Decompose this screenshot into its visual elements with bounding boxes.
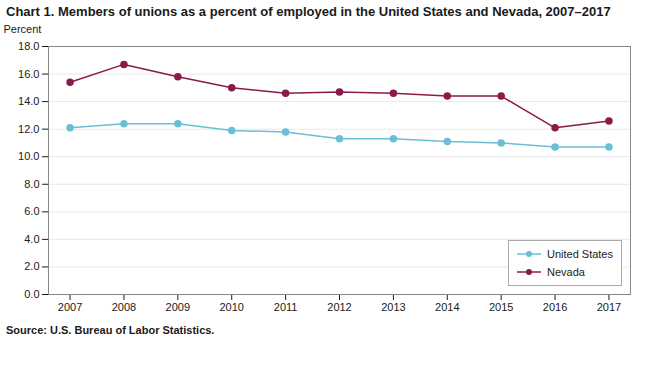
svg-text:6.0: 6.0 (24, 205, 39, 217)
svg-text:2017: 2017 (597, 301, 621, 313)
svg-text:2016: 2016 (543, 301, 567, 313)
svg-text:16.0: 16.0 (18, 68, 39, 80)
svg-text:14.0: 14.0 (18, 95, 39, 107)
svg-text:2015: 2015 (489, 301, 513, 313)
svg-text:0.0: 0.0 (24, 288, 39, 300)
svg-text:4.0: 4.0 (24, 233, 39, 245)
svg-text:2009: 2009 (166, 301, 190, 313)
svg-text:2011: 2011 (274, 301, 298, 313)
svg-text:18.0: 18.0 (18, 40, 39, 52)
svg-text:10.0: 10.0 (18, 150, 39, 162)
svg-text:2008: 2008 (112, 301, 136, 313)
html-text:Nevada: Nevada (547, 266, 585, 278)
svg-text:2010: 2010 (219, 301, 243, 313)
svg-text:Percent: Percent (4, 23, 42, 35)
svg-text:2013: 2013 (381, 301, 405, 313)
html-text:Source: U.S. Bureau of Labor S: Source: U.S. Bureau of Labor Statistics. (6, 324, 215, 336)
svg-text:2007: 2007 (58, 301, 82, 313)
svg-text:2014: 2014 (435, 301, 459, 313)
html-text:United States: United States (547, 248, 613, 260)
svg-text:2012: 2012 (327, 301, 351, 313)
svg-text:12.0: 12.0 (18, 123, 39, 135)
svg-text:8.0: 8.0 (24, 178, 39, 190)
svg-text:2.0: 2.0 (24, 260, 39, 272)
html-text:Chart 1. Members of unions as: Chart 1. Members of unions as a percent … (6, 4, 611, 19)
